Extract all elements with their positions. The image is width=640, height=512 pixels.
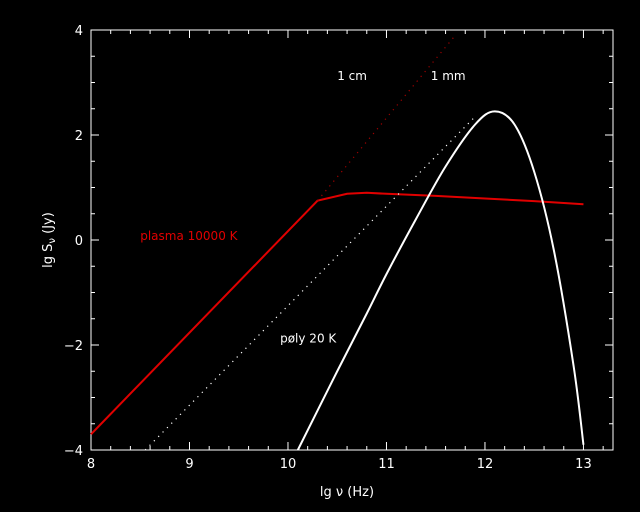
series-line-plasma-extrap <box>317 34 456 202</box>
x-tick-label: 13 <box>575 457 592 472</box>
x-tick-label: 12 <box>477 457 494 472</box>
x-tick-label: 9 <box>185 457 193 472</box>
y-axis-title-sub: ν <box>47 238 58 244</box>
chart-annotation: pøly 20 K <box>280 331 337 345</box>
y-axis-title-main: lg S <box>41 244 56 268</box>
x-tick-label: 11 <box>378 457 395 472</box>
series-line-dust-extrap <box>144 116 476 451</box>
y-axis-title-unit: (Jy) <box>41 212 56 238</box>
x-axis-title: lg ν (Hz) <box>320 485 374 500</box>
x-tick-label: 10 <box>280 457 297 472</box>
series-line-plasma <box>90 191 584 435</box>
y-axis-title: lg Sν (Jy) <box>41 212 58 268</box>
y-tick-label: −2 <box>64 339 83 354</box>
series-line-dust <box>296 110 585 451</box>
y-tick-label: 0 <box>75 234 83 249</box>
x-tick-label: 8 <box>87 457 95 472</box>
chart-annotation: 1 cm <box>337 69 367 83</box>
chart-annotation: 1 mm <box>431 69 466 83</box>
chart-annotation: plasma 10000 K <box>140 229 238 243</box>
y-tick-label: 2 <box>75 129 83 144</box>
y-tick-label: 4 <box>75 24 83 39</box>
y-tick-label: −4 <box>64 444 83 459</box>
